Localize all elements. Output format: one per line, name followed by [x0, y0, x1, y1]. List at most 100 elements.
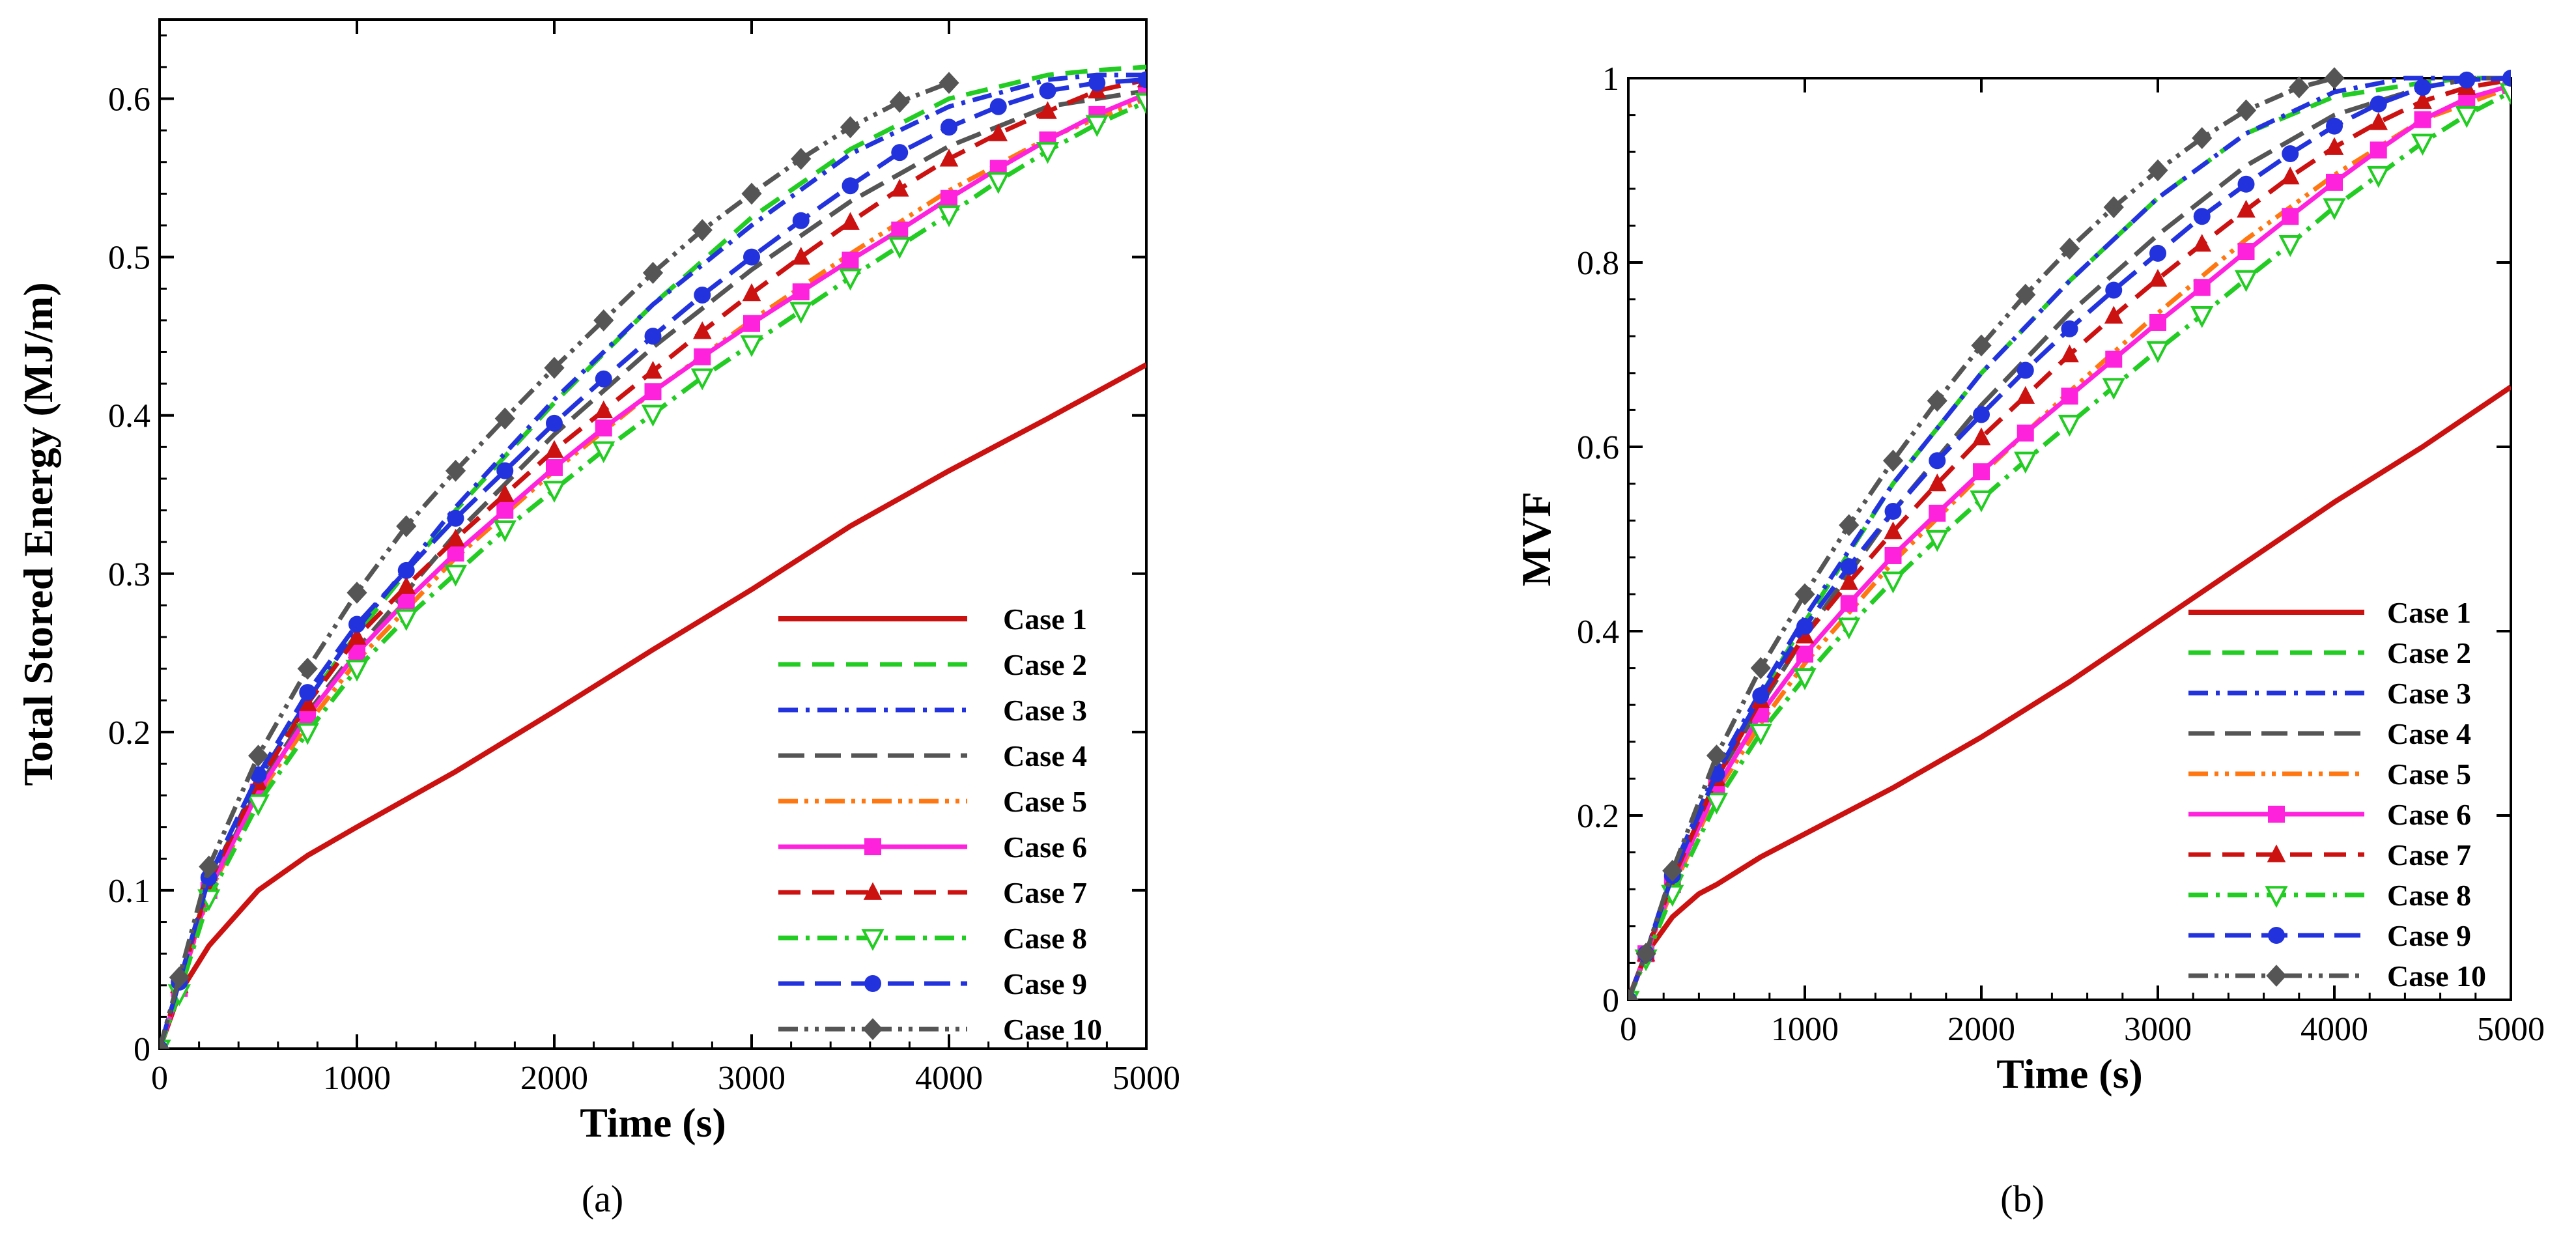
- chart-panel-a: 0 1000 2000 3000 4000 5000 0 0.1 0.2 0.3 0.4 0.5 0.6…: [15, 18, 1180, 1220]
- legend-label: Case 4: [2387, 717, 2471, 750]
- data-point: [743, 248, 760, 266]
- data-point: [494, 407, 515, 430]
- data-point: [792, 283, 810, 301]
- series-line: [1628, 83, 2511, 1000]
- data-point: [592, 441, 616, 464]
- data-point: [2370, 141, 2387, 159]
- data-point: [644, 361, 662, 379]
- data-point: [1085, 115, 1109, 137]
- data-point: [1796, 645, 1813, 663]
- series-line: [160, 80, 950, 1049]
- series-line: [1628, 90, 2511, 1000]
- data-point: [891, 144, 909, 162]
- data-point: [2278, 235, 2302, 257]
- data-point: [2146, 341, 2170, 363]
- legend-label: Case 8: [2387, 879, 2471, 912]
- data-point: [2499, 83, 2511, 106]
- data-point: [546, 414, 563, 432]
- data-point: [1884, 546, 1902, 564]
- data-point: [692, 219, 713, 242]
- y-tick-label: 0.4: [108, 398, 150, 435]
- legend-marker: [862, 1018, 883, 1040]
- data-point: [1973, 406, 1990, 423]
- data-point: [2015, 283, 2036, 306]
- y-tick-label: 0.6: [108, 81, 150, 119]
- data-point: [2411, 134, 2435, 156]
- panel-label: (b): [2000, 1178, 2045, 1220]
- series-group: [1628, 67, 2511, 1000]
- y-tick-label: 0.8: [1577, 245, 1619, 282]
- series-line: [160, 88, 1146, 1049]
- data-point: [169, 966, 190, 989]
- data-point: [1794, 583, 1815, 606]
- data-point: [2369, 112, 2388, 130]
- data-point: [347, 627, 367, 645]
- data-point: [791, 148, 812, 170]
- y-tick-label: 0.2: [1577, 798, 1619, 835]
- data-point: [2414, 79, 2431, 96]
- data-point: [692, 321, 712, 339]
- data-point: [1882, 449, 1904, 472]
- legend-label: Case 8: [1003, 922, 1087, 955]
- data-point: [987, 172, 1010, 194]
- data-point: [1927, 390, 1947, 412]
- data-point: [890, 178, 909, 197]
- data-point: [2103, 196, 2124, 218]
- legend-label: Case 6: [2387, 798, 2471, 831]
- data-point: [1662, 860, 1683, 882]
- legend: Case 1 Case 2 Case 3 Case 4 Case 5 Case 6 Case…: [778, 602, 1102, 1046]
- data-point: [2149, 244, 2166, 262]
- series-line: [160, 100, 1146, 1049]
- data-point: [2326, 117, 2343, 135]
- data-point: [2458, 71, 2476, 89]
- legend-label: Case 3: [2387, 677, 2471, 710]
- data-point: [297, 657, 318, 680]
- data-point: [2324, 67, 2345, 89]
- legend-marker: [2266, 965, 2287, 987]
- data-point: [2235, 99, 2257, 122]
- data-point: [200, 869, 218, 886]
- data-point: [694, 348, 711, 365]
- data-point: [989, 123, 1008, 141]
- data-point: [1837, 617, 1861, 640]
- data-point: [348, 616, 365, 633]
- data-point: [1929, 504, 1946, 522]
- data-point: [891, 221, 909, 239]
- data-point: [347, 582, 367, 604]
- series-line: [1628, 76, 2511, 1000]
- data-point: [743, 315, 760, 332]
- data-point: [2280, 166, 2300, 185]
- x-tick-label: 0: [1620, 1011, 1637, 1048]
- data-point: [2014, 451, 2037, 474]
- data-point: [345, 659, 369, 682]
- data-point: [544, 356, 565, 379]
- data-point: [2102, 378, 2125, 400]
- data-point: [248, 744, 269, 767]
- data-point: [2147, 159, 2168, 182]
- data-point: [246, 794, 270, 817]
- data-point: [299, 684, 317, 702]
- legend-label: Case 1: [2387, 596, 2471, 629]
- legend-label: Case 7: [2387, 838, 2471, 872]
- data-point: [2325, 137, 2344, 155]
- data-point: [546, 459, 563, 476]
- data-point: [444, 565, 468, 587]
- y-tick-label: 0.4: [1577, 614, 1619, 651]
- data-point: [2455, 106, 2478, 128]
- legend-marker: [2268, 927, 2285, 944]
- data-point: [2237, 243, 2255, 261]
- data-point: [2190, 305, 2214, 328]
- data-point: [838, 268, 862, 291]
- data-point: [1839, 514, 1860, 537]
- legend: Case 1 Case 2 Case 3 Case 4 Case 5 Case 6 Case…: [2188, 596, 2486, 993]
- data-point: [594, 400, 614, 419]
- data-point: [1038, 101, 1057, 119]
- legend-label: Case 4: [1003, 739, 1087, 772]
- data-point: [2414, 111, 2431, 128]
- series-line: [160, 77, 1146, 1049]
- y-tick-label: 0: [134, 1031, 150, 1068]
- data-point: [1088, 74, 1106, 92]
- legend-marker: [864, 838, 881, 855]
- x-tick-label: 4000: [915, 1060, 983, 1097]
- data-point: [2061, 320, 2078, 337]
